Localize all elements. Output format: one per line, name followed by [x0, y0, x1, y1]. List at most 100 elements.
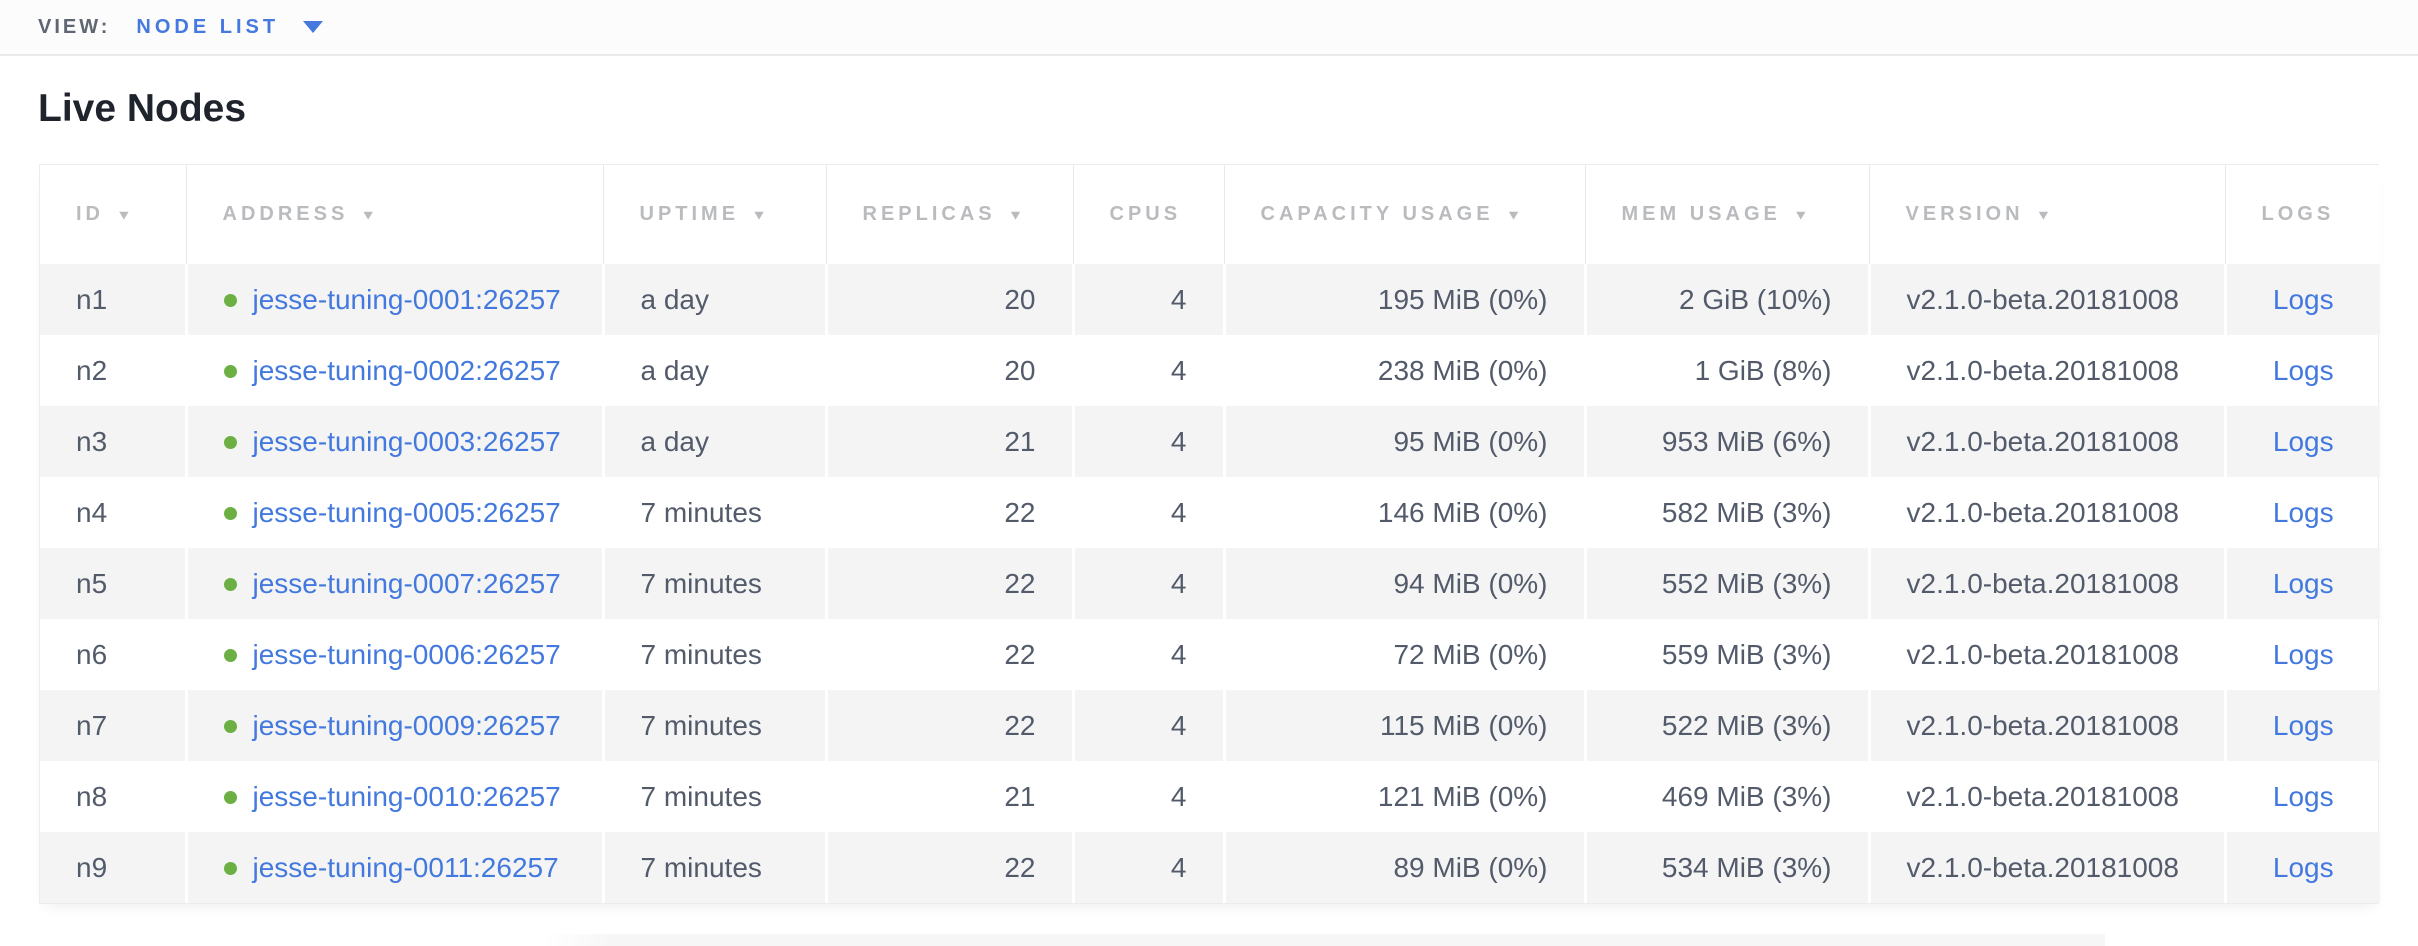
cpus-cell: 4	[1071, 477, 1224, 548]
column-header-version[interactable]: VERSION ▼	[1869, 165, 2226, 264]
version-cell: v2.1.0-beta.20181008	[1867, 477, 2225, 548]
node-address-link[interactable]: jesse-tuning-0002:26257	[252, 354, 561, 386]
node-logs-link[interactable]: Logs	[2272, 425, 2334, 457]
mem-cell: 469 MiB (3%)	[1583, 761, 1869, 832]
address-cell: jesse-tuning-0011:26257	[184, 832, 603, 903]
cpus-cell: 4	[1071, 264, 1224, 335]
sort-desc-icon: ▼	[1792, 208, 1809, 223]
version-cell: v2.1.0-beta.20181008	[1867, 548, 2225, 619]
capacity-cell: 72 MiB (0%)	[1222, 619, 1585, 690]
node-address-link[interactable]: jesse-tuning-0011:26257	[252, 851, 559, 883]
column-header-id[interactable]: ID ▼	[40, 165, 187, 264]
node-live-status-icon	[223, 719, 237, 733]
node-live-status-icon	[223, 648, 237, 662]
column-header-cpus: CPUS▼	[1073, 165, 1225, 264]
mem-cell: 2 GiB (10%)	[1583, 264, 1869, 335]
node-logs-link[interactable]: Logs	[2272, 638, 2334, 670]
node-logs-link[interactable]: Logs	[2272, 354, 2334, 386]
version-cell: v2.1.0-beta.20181008	[1867, 761, 2225, 832]
capacity-cell: 195 MiB (0%)	[1222, 264, 1585, 335]
logs-cell: Logs	[2223, 690, 2380, 761]
capacity-cell: 121 MiB (0%)	[1222, 761, 1585, 832]
id-cell: n4	[76, 496, 108, 528]
logs-cell: Logs	[2223, 335, 2380, 406]
table-row: n7 jesse-tuning-0009:26257 7 minutes 22 4 115…	[40, 690, 2380, 761]
caret-down-icon	[303, 21, 324, 33]
table-row: n4 jesse-tuning-0005:26257 7 minutes 22 4 146…	[40, 477, 2380, 548]
replicas-cell: 22	[824, 832, 1073, 903]
id-cell: n1	[76, 283, 108, 315]
replicas-cell: 21	[824, 406, 1073, 477]
table-row: n9 jesse-tuning-0011:26257 7 minutes 22 4 89 …	[40, 832, 2380, 903]
table-row: n2 jesse-tuning-0002:26257 a day 20 4 238 MiB…	[40, 335, 2380, 406]
sort-desc-icon: ▼	[360, 208, 377, 223]
logs-cell: Logs	[2223, 619, 2380, 690]
page-title: Live Nodes	[38, 87, 247, 130]
cpus-cell: 4	[1071, 619, 1224, 690]
view-switcher-dropdown[interactable]: NODE LIST	[136, 15, 324, 39]
node-live-status-icon	[223, 506, 237, 520]
node-address-link[interactable]: jesse-tuning-0005:26257	[252, 496, 561, 528]
logs-cell: Logs	[2223, 477, 2380, 548]
view-bar: VIEW: NODE LIST	[0, 0, 2418, 56]
id-cell: n6	[76, 638, 108, 670]
capacity-cell: 94 MiB (0%)	[1222, 548, 1585, 619]
sort-desc-icon: ▼	[2035, 208, 2052, 223]
mem-cell: 559 MiB (3%)	[1583, 619, 1869, 690]
column-header-uptime[interactable]: UPTIME ▼	[603, 165, 827, 264]
column-header-capacity-usage[interactable]: CAPACITY USAGE ▼	[1224, 165, 1586, 264]
sort-desc-icon: ▼	[116, 208, 132, 223]
version-cell: v2.1.0-beta.20181008	[1867, 832, 2225, 903]
logs-cell: Logs	[2223, 406, 2380, 477]
node-address-link[interactable]: jesse-tuning-0001:26257	[252, 283, 561, 315]
capacity-cell: 95 MiB (0%)	[1222, 406, 1585, 477]
version-cell: v2.1.0-beta.20181008	[1867, 406, 2225, 477]
cpus-cell: 4	[1071, 548, 1224, 619]
replicas-cell: 20	[824, 335, 1073, 406]
logs-cell: Logs	[2223, 264, 2380, 335]
replicas-cell: 22	[824, 690, 1073, 761]
node-address-link[interactable]: jesse-tuning-0009:26257	[252, 709, 561, 741]
capacity-cell: 89 MiB (0%)	[1222, 832, 1585, 903]
table-header: ID▼ ADDRESS▼ UPTIME▼ REPLICAS▼ CPUS▼ CAP…	[40, 165, 2380, 264]
replicas-cell: 21	[824, 761, 1073, 832]
node-live-status-icon	[223, 364, 237, 378]
id-cell: n7	[76, 709, 108, 741]
node-logs-link[interactable]: Logs	[2272, 851, 2334, 883]
replicas-cell: 22	[824, 548, 1073, 619]
node-address-link[interactable]: jesse-tuning-0007:26257	[252, 567, 561, 599]
node-address-link[interactable]: jesse-tuning-0010:26257	[252, 780, 561, 812]
table-row: n6 jesse-tuning-0006:26257 7 minutes 22 4 72 …	[40, 619, 2380, 690]
capacity-cell: 238 MiB (0%)	[1222, 335, 1585, 406]
node-live-status-icon	[223, 435, 237, 449]
node-logs-link[interactable]: Logs	[2272, 780, 2334, 812]
sort-desc-icon: ▼	[1007, 208, 1024, 223]
node-logs-link[interactable]: Logs	[2272, 709, 2334, 741]
column-header-mem-usage[interactable]: MEM USAGE ▼	[1585, 165, 1870, 264]
address-cell: jesse-tuning-0010:26257	[184, 761, 603, 832]
table-row: n3 jesse-tuning-0003:26257 a day 21 4 95 MiB …	[40, 406, 2380, 477]
node-logs-link[interactable]: Logs	[2272, 496, 2334, 528]
id-cell: n8	[76, 780, 108, 812]
next-section-edge	[545, 934, 2105, 946]
node-address-link[interactable]: jesse-tuning-0006:26257	[252, 638, 561, 670]
node-address-link[interactable]: jesse-tuning-0003:26257	[252, 425, 561, 457]
view-selected-value: NODE LIST	[136, 15, 280, 38]
address-cell: jesse-tuning-0002:26257	[184, 335, 603, 406]
uptime-cell: 7 minutes	[601, 761, 826, 832]
mem-cell: 534 MiB (3%)	[1583, 832, 1869, 903]
table-body: n1 jesse-tuning-0001:26257 a day 20 4 195 MiB…	[40, 264, 2380, 903]
mem-cell: 522 MiB (3%)	[1583, 690, 1869, 761]
node-live-status-icon	[223, 861, 237, 875]
address-cell: jesse-tuning-0001:26257	[184, 264, 603, 335]
uptime-cell: 7 minutes	[601, 690, 826, 761]
logs-cell: Logs	[2223, 761, 2380, 832]
mem-cell: 552 MiB (3%)	[1583, 548, 1869, 619]
node-logs-link[interactable]: Logs	[2272, 567, 2334, 599]
id-cell: n5	[76, 567, 108, 599]
capacity-cell: 146 MiB (0%)	[1222, 477, 1585, 548]
column-header-address[interactable]: ADDRESS ▼	[186, 165, 604, 264]
column-header-replicas[interactable]: REPLICAS ▼	[826, 165, 1074, 264]
node-logs-link[interactable]: Logs	[2272, 283, 2334, 315]
mem-cell: 582 MiB (3%)	[1583, 477, 1869, 548]
